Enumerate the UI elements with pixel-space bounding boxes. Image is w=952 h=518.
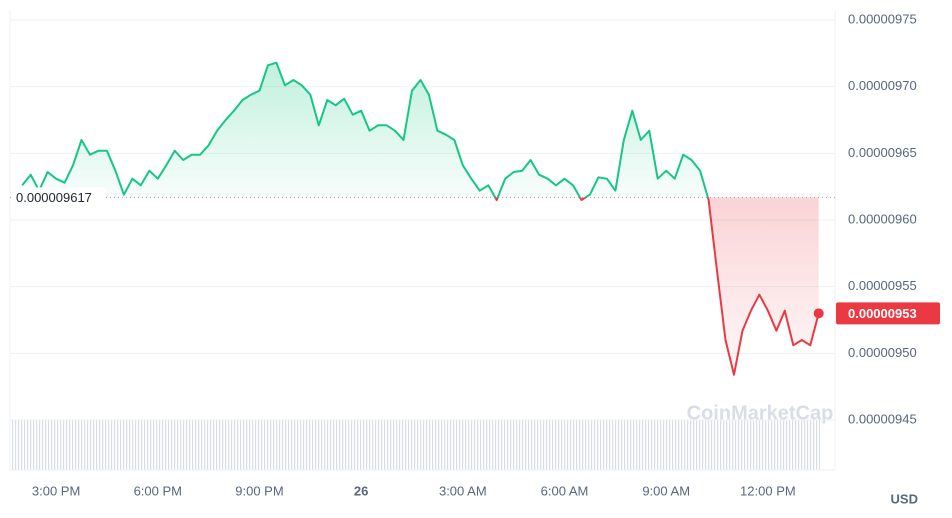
x-tick-label: 9:00 AM — [642, 483, 690, 498]
y-tick-label: 0.00000970 — [848, 78, 917, 93]
x-tick-label: 26 — [354, 483, 368, 498]
reference-label-bg — [12, 187, 106, 206]
y-tick-label: 0.00000950 — [848, 345, 917, 360]
y-tick-label: 0.00000945 — [848, 411, 917, 426]
watermark: CoinMarketCap — [687, 402, 834, 424]
x-tick-label: 6:00 PM — [134, 483, 182, 498]
current-price-badge — [836, 302, 940, 325]
reference-label: 0.000009617 — [16, 190, 92, 205]
x-tick-label: 6:00 AM — [541, 483, 589, 498]
y-tick-label: 0.00000965 — [848, 145, 917, 160]
y-tick-label: 0.00000975 — [848, 11, 917, 26]
x-tick-label: 3:00 AM — [439, 483, 487, 498]
currency-label: USD — [891, 491, 918, 506]
last-point — [813, 308, 824, 319]
x-tick-label: 9:00 PM — [235, 483, 283, 498]
current-price-label: 0.00000953 — [848, 306, 917, 321]
x-tick-label: 3:00 PM — [32, 483, 80, 498]
x-tick-label: 12:00 PM — [740, 483, 796, 498]
volume-bars — [10, 420, 820, 470]
y-tick-label: 0.00000960 — [848, 211, 917, 226]
area-fill — [22, 62, 819, 375]
y-tick-label: 0.00000955 — [848, 278, 917, 293]
price-line — [21, 61, 820, 376]
